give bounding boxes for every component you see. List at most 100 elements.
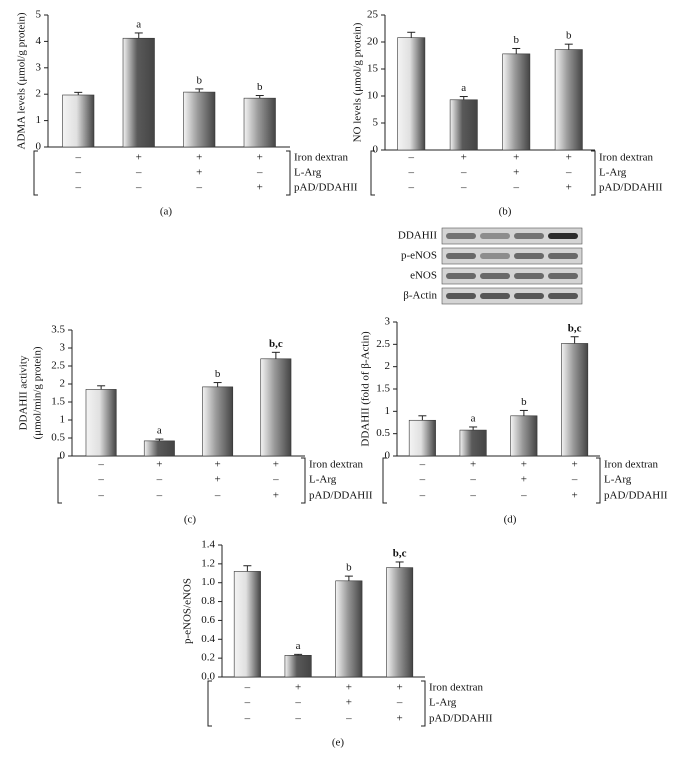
condition-sign: – [565,167,572,179]
y-tick-label: 0 [373,144,379,156]
condition-sign: – [97,474,104,486]
bar [243,97,276,148]
y-tick-label: 0 [60,450,66,462]
significance-label: b [197,74,203,86]
condition-name: pAD/DDAHII [294,182,358,194]
y-axis-label: ADMA levels (μmol/g protein) [16,12,28,149]
significance-label: b,c [568,322,582,334]
bar [408,419,436,457]
y-tick-label: 0.5 [51,432,65,444]
condition-sign: – [196,182,203,194]
y-tick-label: 1.5 [376,383,390,395]
y-axis-label: (μmol/min/g protein) [32,346,44,439]
condition-sign: + [513,152,519,164]
y-tick-label: 0.2 [201,652,215,664]
condition-sign: – [75,182,82,194]
condition-name: Iron dextran [294,152,349,164]
condition-sign: + [273,459,279,471]
blot-band [480,273,510,279]
y-tick-label: 1.2 [201,557,215,569]
bracket [596,457,601,504]
condition-sign: + [196,167,202,179]
condition-sign: – [97,459,104,471]
blot-band [480,293,510,299]
condition-sign: – [135,182,142,194]
y-tick-label: 2.5 [376,338,390,350]
condition-name: pAD/DDAHII [309,490,373,502]
condition-sign: + [257,182,263,194]
condition-name: L-Arg [604,474,632,486]
y-tick-label: 5 [36,9,42,21]
y-tick-label: 1 [36,114,42,126]
condition-sign: – [408,152,415,164]
significance-label: a [157,425,162,437]
condition-sign: + [346,682,352,694]
blot-band [480,233,510,239]
bar [233,571,261,678]
blot-strip [441,287,583,305]
condition-sign: – [469,490,476,502]
condition-sign: – [75,167,82,179]
bracket [421,680,426,727]
condition-name: pAD/DDAHII [599,182,663,194]
condition-sign: – [345,713,352,725]
condition-sign: + [295,682,301,694]
bar [202,386,234,457]
condition-name: L-Arg [294,167,322,179]
bar [143,440,175,457]
condition-sign: – [256,167,263,179]
y-tick-label: 0.8 [201,595,215,607]
bar [122,37,155,148]
condition-sign: + [461,152,467,164]
condition-sign: – [294,697,301,709]
bar [449,99,478,151]
condition-sign: + [346,697,352,709]
y-axis-label: DDAHII activity [18,355,30,430]
condition-sign: + [196,152,202,164]
bracket [382,457,387,504]
condition-sign: – [419,490,426,502]
significance-label: b [257,81,263,93]
condition-name: L-Arg [599,167,627,179]
blot-strip [441,227,583,245]
blot-band [548,253,578,259]
y-tick-label: 20 [367,36,379,48]
bar [62,94,95,148]
blot-label: DDAHII [398,230,437,242]
condition-sign: + [521,459,527,471]
y-tick-label: 2 [385,360,391,372]
bar [554,49,583,151]
y-tick-label: 3 [385,316,391,328]
bracket [57,457,62,504]
condition-sign: + [156,459,162,471]
condition-sign: + [566,182,572,194]
condition-name: Iron dextran [429,682,484,694]
y-tick-label: 1.5 [51,396,65,408]
condition-name: pAD/DDAHII [604,490,668,502]
y-tick-label: 2 [60,378,66,390]
bar [335,580,363,678]
significance-label: b [514,34,520,46]
bar [510,415,538,457]
y-tick-label: 0.6 [201,614,215,626]
y-tick-label: 1.4 [201,539,215,551]
condition-sign: – [75,152,82,164]
condition-sign: – [460,167,467,179]
blot-band [514,273,544,279]
blot-band [548,293,578,299]
y-tick-label: 25 [367,9,379,21]
blot-band [514,233,544,239]
y-tick-label: 1 [385,405,391,417]
condition-sign: – [135,167,142,179]
condition-name: pAD/DDAHII [429,713,493,725]
y-axis-label: DDAHII (fold of β-Actin) [360,331,372,447]
panel-caption: (e) [332,737,345,749]
condition-sign: – [396,697,403,709]
bar [183,91,216,148]
panel-caption: (a) [160,206,173,218]
y-tick-label: 1.0 [201,576,215,588]
bar [459,429,487,457]
significance-label: b [521,396,527,408]
bar [397,37,426,151]
